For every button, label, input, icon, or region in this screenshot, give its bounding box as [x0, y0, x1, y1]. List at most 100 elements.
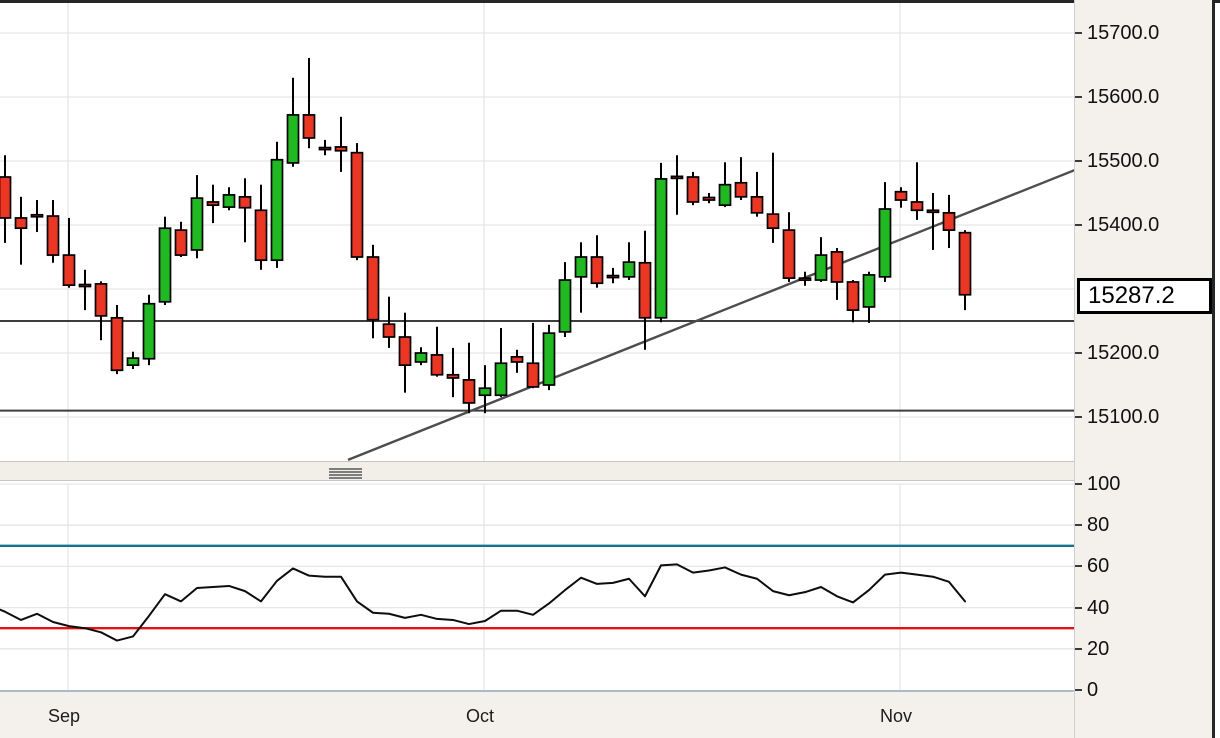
axis-tick — [1075, 689, 1082, 691]
oscillator-panel[interactable] — [0, 483, 1074, 692]
candle — [142, 294, 156, 366]
time-axis[interactable]: Sep Oct Nov — [0, 692, 1074, 738]
axis-tick-label: 20 — [1087, 637, 1110, 660]
candle — [446, 347, 460, 398]
candle — [382, 296, 396, 348]
candle — [462, 342, 476, 414]
axis-tick-label: 15700.0 — [1087, 22, 1160, 44]
axis-tick — [1075, 524, 1082, 527]
candle — [542, 324, 556, 391]
candle — [910, 162, 924, 220]
oscillator-chart[interactable] — [0, 483, 1074, 690]
window-top-border — [0, 0, 1220, 3]
axis-tick — [1075, 647, 1082, 650]
candle — [878, 182, 892, 282]
axis-tick — [1075, 606, 1082, 609]
axis-tick-label: 40 — [1087, 596, 1110, 619]
month-label: Sep — [47, 706, 81, 726]
candlestick-chart[interactable] — [0, 3, 1074, 461]
candle — [718, 162, 732, 208]
candle — [414, 347, 428, 366]
candle — [494, 328, 508, 398]
candle — [750, 171, 764, 217]
panel-divider[interactable] — [0, 461, 1074, 481]
candle — [526, 322, 540, 389]
candle — [430, 326, 444, 377]
candle — [654, 162, 668, 323]
price-panel[interactable] — [0, 3, 1074, 461]
candle — [46, 200, 60, 263]
candle — [942, 194, 956, 249]
axis-tick — [1075, 32, 1082, 34]
candle — [798, 271, 812, 286]
drag-handle-icon[interactable] — [329, 468, 362, 479]
axis-tick — [1075, 224, 1082, 226]
candle — [62, 217, 76, 288]
candle — [510, 349, 524, 373]
price-axis[interactable]: 15287.2 15700.0 15600.0 15500.0 15400.0 1520… — [1074, 0, 1212, 738]
candle — [190, 175, 204, 259]
candle — [478, 365, 492, 414]
candle — [126, 351, 140, 369]
candle — [222, 187, 236, 211]
axis-tick-label: 15100.0 — [1087, 406, 1160, 428]
axis-tick — [1075, 96, 1082, 98]
candle — [814, 237, 828, 282]
candle — [398, 312, 412, 393]
candle — [110, 305, 124, 375]
window-right-border — [1212, 0, 1215, 738]
candle — [734, 157, 748, 201]
month-label: Oct — [465, 706, 494, 726]
axis-tick — [1075, 483, 1082, 485]
candle — [270, 141, 284, 268]
candle — [158, 216, 172, 305]
candle — [846, 280, 860, 323]
candle — [574, 242, 588, 313]
candle — [94, 281, 108, 341]
last-price-badge: 15287.2 — [1077, 278, 1212, 314]
axis-tick-label: 15600.0 — [1087, 86, 1160, 108]
candle — [670, 155, 684, 215]
candle — [926, 193, 940, 250]
candle — [830, 248, 844, 300]
candle — [606, 267, 620, 284]
gridlines — [0, 3, 1074, 461]
candle — [238, 178, 252, 243]
candle — [14, 196, 28, 265]
candle — [702, 193, 716, 204]
axis-tick — [1075, 160, 1082, 162]
candle — [622, 242, 636, 281]
candle — [350, 143, 364, 261]
axis-tick-label: 60 — [1087, 555, 1110, 578]
axis-tick — [1075, 565, 1082, 568]
candle — [558, 262, 572, 337]
candle — [894, 187, 908, 208]
axis-tick-label: 15500.0 — [1087, 150, 1160, 172]
candle — [318, 139, 332, 156]
oscillator-line — [0, 563, 966, 642]
candle — [686, 171, 700, 206]
candle — [78, 269, 92, 311]
candle — [174, 221, 188, 257]
candle — [254, 184, 268, 270]
axis-tick-label: 15200.0 — [1087, 342, 1160, 364]
axis-tick-label: 100 — [1087, 473, 1121, 495]
candle — [30, 200, 44, 233]
candle — [334, 116, 348, 172]
candle — [286, 77, 300, 167]
candle — [0, 155, 12, 243]
gridlines — [0, 483, 1074, 690]
month-label: Nov — [879, 706, 912, 726]
axis-tick-label: 15400.0 — [1087, 214, 1160, 236]
candle — [958, 230, 972, 311]
candles-series — [0, 57, 972, 414]
candle — [302, 57, 316, 149]
candle — [862, 271, 876, 323]
axis-tick-label: 80 — [1087, 514, 1110, 537]
axis-tick — [1075, 352, 1082, 354]
candle — [766, 152, 780, 243]
axis-tick — [1075, 416, 1082, 418]
axis-tick-label: 0 — [1087, 679, 1099, 701]
candle — [638, 230, 652, 350]
